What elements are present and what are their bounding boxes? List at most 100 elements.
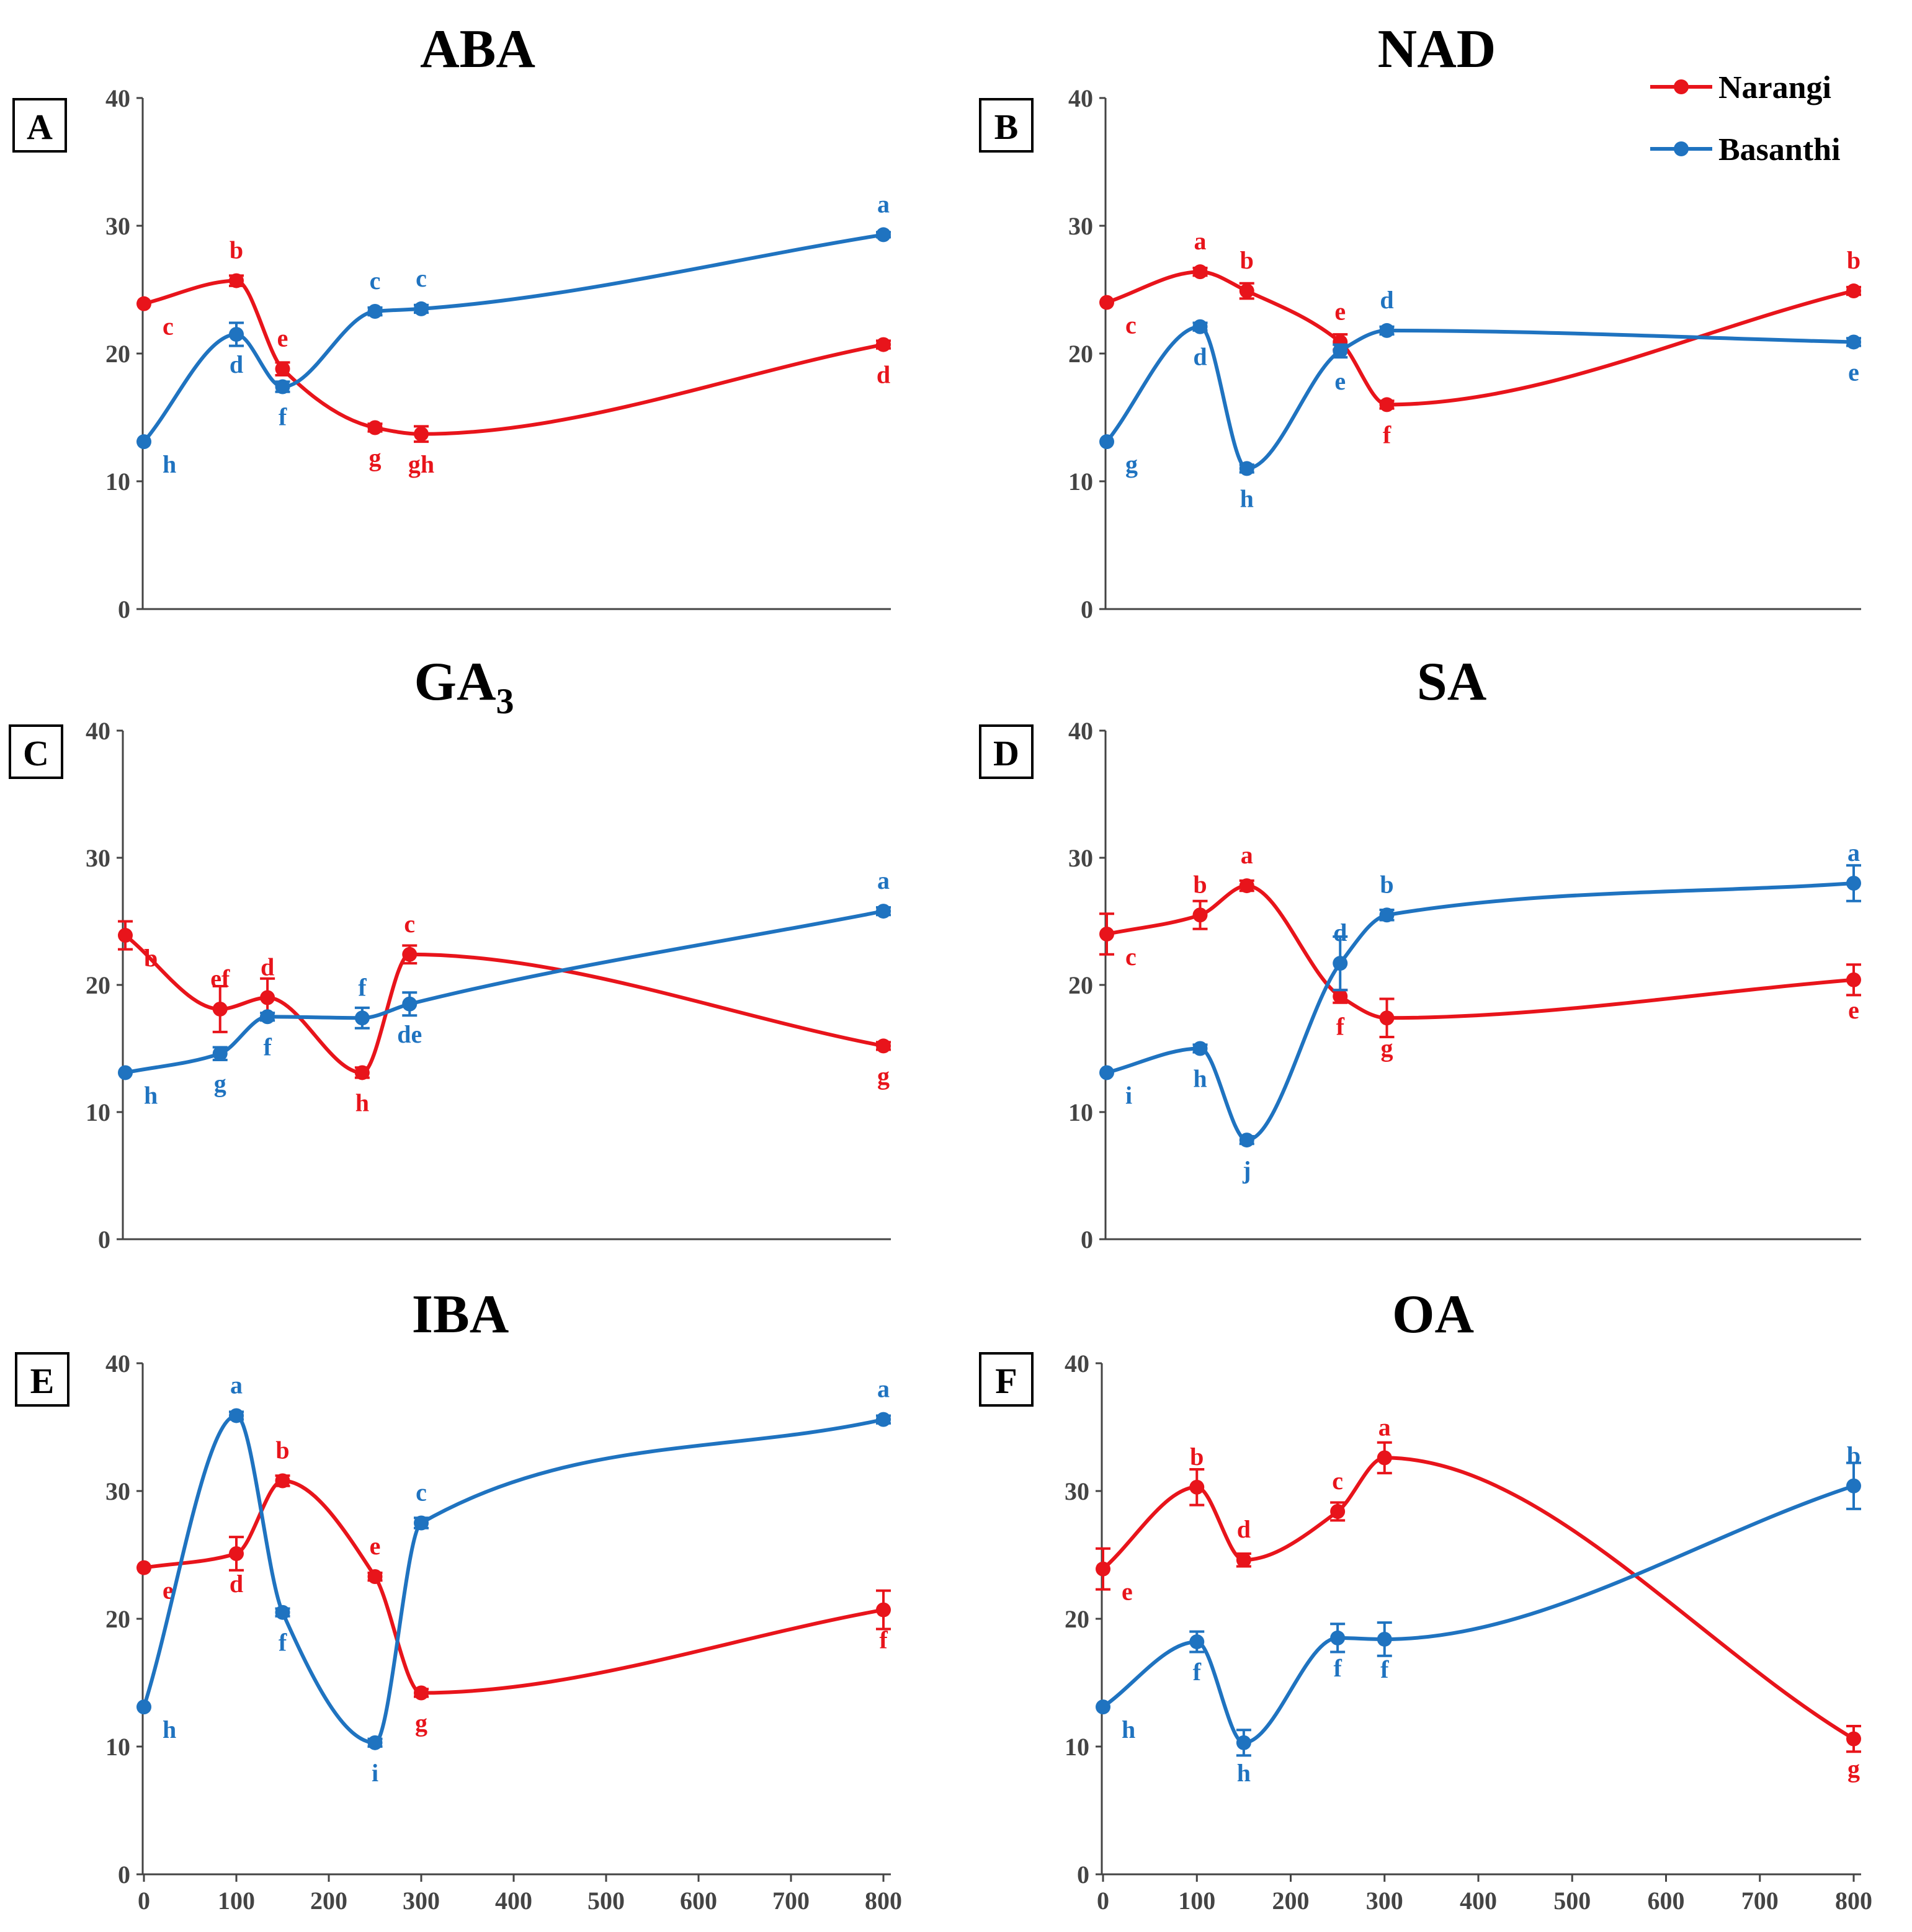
significance-letter: a [877, 190, 890, 218]
significance-letter: a [1378, 1413, 1391, 1441]
data-point [136, 296, 151, 311]
data-point [1846, 972, 1861, 987]
series-basanthi: h f h f f b [1096, 1441, 1861, 1787]
chart-title: OA [1392, 1284, 1474, 1345]
significance-letter: g [369, 443, 382, 471]
panel-label: D [993, 733, 1019, 773]
panel-label-box [979, 1352, 1034, 1407]
legend-label: Narangi [1718, 70, 1831, 105]
data-point [1379, 323, 1395, 338]
data-point [260, 990, 275, 1005]
data-point [212, 1046, 228, 1061]
significance-letter: e [1848, 996, 1859, 1024]
data-point [414, 1515, 429, 1531]
chart-title: ABA [420, 19, 535, 79]
panel-label-box [15, 1352, 69, 1407]
data-point [1099, 295, 1114, 310]
data-point [1192, 907, 1208, 923]
significance-letter: b [275, 1436, 289, 1464]
significance-letter: c [416, 264, 427, 292]
data-point [354, 1010, 370, 1026]
data-point [876, 904, 891, 919]
y-tick-label: 40 [105, 1350, 130, 1378]
significance-letter: a [1241, 841, 1253, 869]
data-point [1846, 283, 1861, 299]
significance-letter: ef [210, 964, 230, 992]
significance-letter: g [1381, 1034, 1393, 1062]
data-point [1192, 1041, 1208, 1056]
data-point [402, 946, 418, 962]
data-point [1333, 989, 1348, 1004]
series-narangi: c b a f g e [1099, 841, 1861, 1062]
data-point [1846, 876, 1861, 891]
significance-letter: c [1125, 943, 1137, 971]
legend-item-basanthi: Basanthi [1650, 132, 1841, 167]
data-point [367, 304, 383, 319]
x-tick-label: 500 [1553, 1887, 1591, 1915]
data-point [136, 1699, 151, 1715]
significance-letter: f [279, 1629, 287, 1657]
significance-letter: e [1122, 1578, 1133, 1606]
significance-letter: h [355, 1088, 369, 1116]
y-tick-label: 20 [105, 340, 130, 368]
series-narangi: b ef d h c g [118, 910, 891, 1116]
panel-label: F [995, 1361, 1017, 1401]
y-tick-label: 40 [1068, 84, 1093, 112]
y-tick-label: 20 [86, 971, 110, 999]
significance-letter: c [404, 910, 415, 938]
significance-letter: f [1193, 1658, 1202, 1686]
y-tick-label: 0 [1077, 1861, 1089, 1889]
data-point [1236, 1552, 1251, 1568]
legend-item-narangi: Narangi [1650, 70, 1831, 105]
significance-letter: b [144, 944, 158, 972]
y-tick-label: 30 [105, 212, 130, 240]
x-tick-label: 0 [1097, 1887, 1109, 1915]
panel-label-box [979, 98, 1034, 153]
y-tick-label: 30 [105, 1477, 130, 1505]
legend-label: Basanthi [1718, 132, 1841, 167]
panel-label-box [9, 724, 63, 779]
data-point [229, 273, 244, 288]
significance-letter: d [230, 350, 243, 378]
significance-letter: e [277, 324, 288, 352]
chart-title-subscript: 3 [496, 681, 514, 721]
y-tick-label: 10 [1068, 1098, 1093, 1126]
chart-panel-d: SA D 0 10 20 30 40 c b a f g e i h j d b a [979, 652, 1861, 1253]
data-point [1239, 283, 1254, 299]
panel-label: C [23, 733, 49, 773]
data-point [876, 227, 891, 243]
significance-letter: g [1125, 450, 1138, 478]
series-line-narangi [143, 1479, 884, 1695]
chart-title: NAD [1378, 19, 1496, 79]
significance-letter: d [261, 953, 274, 981]
y-tick-label: 0 [1081, 595, 1093, 623]
data-point [414, 426, 429, 442]
significance-letter: b [1190, 1443, 1204, 1471]
panel-label-box [12, 98, 67, 153]
significance-letter: b [1847, 1441, 1861, 1469]
data-point [876, 1602, 891, 1618]
series-line-basanthi [1106, 881, 1854, 1142]
x-tick-label: 400 [495, 1887, 532, 1915]
data-point [1236, 1735, 1251, 1750]
data-point [876, 1412, 891, 1427]
chart-title: GA3 [414, 652, 514, 721]
data-point [367, 1735, 383, 1750]
y-tick-label: 10 [105, 1733, 130, 1761]
data-point [1239, 878, 1254, 894]
significance-letter: h [1193, 1065, 1207, 1093]
y-tick-label: 30 [1068, 212, 1093, 240]
significance-letter: d [877, 361, 890, 389]
chart-panel-b: NAD B 0 10 20 30 40 c a b e f b g d h e d e [979, 19, 1861, 623]
chart-panel-a: ABA A 0 10 20 30 40 c b e g gh d h d f c c a [12, 19, 891, 623]
significance-letter: c [1125, 311, 1137, 339]
significance-letter: f [1333, 1654, 1342, 1682]
significance-letter: b [1380, 870, 1393, 898]
series-line-basanthi [1102, 1484, 1854, 1745]
data-point [876, 1038, 891, 1054]
data-point [275, 1473, 290, 1489]
x-tick-label: 600 [680, 1887, 717, 1915]
x-tick-label: 100 [218, 1887, 255, 1915]
x-tick-label: 700 [772, 1887, 810, 1915]
